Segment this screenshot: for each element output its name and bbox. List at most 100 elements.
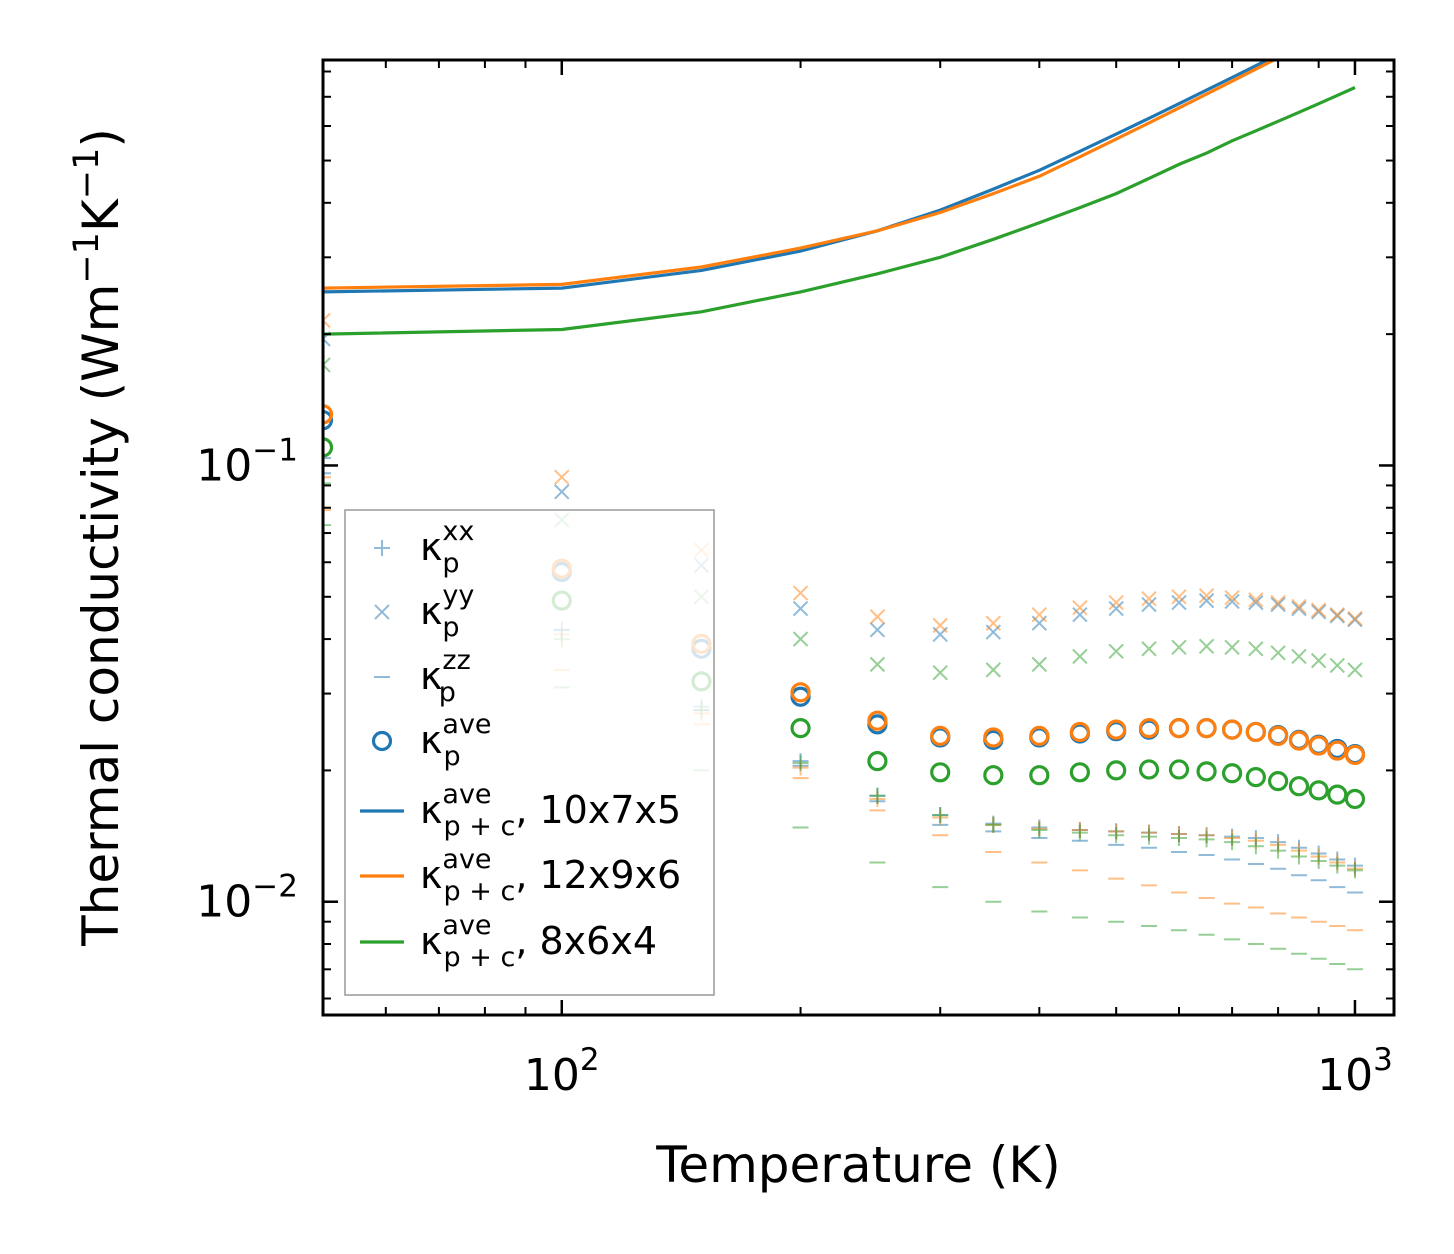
kave-point <box>1196 718 1217 739</box>
kave-point <box>1106 719 1127 740</box>
kyy-point <box>1198 638 1215 655</box>
legend-marker-x <box>374 604 390 620</box>
kave-point <box>1106 760 1127 781</box>
kyy-point <box>1171 639 1187 656</box>
legend-sub: p + c <box>444 942 516 973</box>
kave-point <box>1245 767 1266 788</box>
legend-label: κxx p <box>420 516 474 579</box>
kyy-point <box>869 656 886 673</box>
kyy-point <box>869 622 886 638</box>
kyy-point <box>554 469 570 485</box>
x-axis-title: Temperature (K) <box>655 1136 1060 1194</box>
kxx-point <box>323 465 331 482</box>
x-tick-exp: 2 <box>580 1042 600 1078</box>
legend-entry-3: κave p <box>371 709 492 772</box>
kxx-point <box>1141 828 1158 845</box>
kyy-point <box>932 617 948 634</box>
legend-suffix: , 8x6x4 <box>515 919 657 963</box>
kyy-point <box>1347 662 1363 678</box>
legend-kappa: κ <box>420 589 442 633</box>
legend-sup: zz <box>442 645 470 676</box>
legend-sub: p <box>442 548 459 579</box>
kxx-point <box>985 816 1002 833</box>
kyy-point <box>1291 600 1307 617</box>
legend-marker-plus <box>374 540 390 556</box>
kave-point <box>790 718 811 739</box>
kave-point <box>1288 730 1310 751</box>
kyy-point <box>932 664 948 681</box>
legend-label: κzz p <box>420 645 471 708</box>
kyy-point <box>1224 589 1240 606</box>
y-title-main: Thermal conductivity (Wm <box>72 284 130 947</box>
kave-point <box>1029 725 1050 746</box>
legend-label: κave p + c, 12x9x6 <box>420 844 681 907</box>
kave-point <box>983 727 1004 748</box>
legend-kappa: κ <box>420 525 442 569</box>
plot-area <box>323 60 1366 971</box>
y-tick-base: 10 <box>196 440 252 491</box>
legend-sub: p <box>444 741 461 772</box>
x-tick-base: 10 <box>1317 1050 1373 1101</box>
kyy-point <box>1310 604 1327 620</box>
kyy-point <box>1108 600 1124 617</box>
kyy-point <box>1329 657 1345 674</box>
kave-point <box>867 710 888 731</box>
y-axis-title: Thermal conductivity (Wm−1K−1) <box>67 128 130 947</box>
kave-point <box>1029 765 1050 786</box>
kyy-point <box>1310 602 1327 618</box>
x-tick-base: 10 <box>524 1050 580 1101</box>
plot-frame <box>321 58 1396 1017</box>
legend-suffix: , 10x7x5 <box>515 788 681 832</box>
kyy-point <box>1031 656 1048 673</box>
kxx-point <box>1346 862 1363 879</box>
kyy-point <box>1291 598 1307 615</box>
legend-label: κave p <box>420 709 492 772</box>
kave-point <box>323 437 334 458</box>
legend-box <box>344 509 715 996</box>
kyy-point <box>869 609 886 625</box>
kyy-point <box>1291 648 1307 665</box>
kave-point <box>1221 719 1243 740</box>
legend-sub: p <box>439 677 456 708</box>
kxx-point <box>323 475 331 492</box>
series-12x9x6-ave <box>323 404 1366 766</box>
kxx-point <box>1270 842 1287 859</box>
kyy-point <box>792 631 809 647</box>
kave-point <box>1138 718 1160 739</box>
legend-suffix: , 12x9x6 <box>515 853 681 897</box>
kyy-point <box>1198 592 1215 609</box>
kyy-point <box>1248 592 1264 608</box>
kave-point <box>1168 759 1190 780</box>
kave-point <box>1245 721 1266 743</box>
kyy-point <box>1224 593 1240 610</box>
kyy-point <box>1108 643 1124 660</box>
kyy-point <box>1198 587 1215 604</box>
legend-kappa: κ <box>420 919 442 963</box>
legend-sup: ave <box>442 910 491 941</box>
legend-entry-5: κave p + c, 12x9x6 <box>360 844 681 907</box>
kave-point <box>323 404 334 425</box>
kxx-point <box>1224 834 1241 851</box>
kyy-point <box>985 662 1002 678</box>
legend-sup: xx <box>442 516 474 547</box>
kave-point <box>1168 718 1190 739</box>
kyy-point <box>985 615 1002 631</box>
kpc-line-12x9x6 <box>323 60 1278 290</box>
kxx-point <box>1329 857 1346 874</box>
kave-point <box>867 751 888 772</box>
legend-sup: ave <box>442 709 491 740</box>
kyy-point <box>792 600 809 617</box>
kave-point <box>983 765 1004 786</box>
kxx-point <box>932 807 949 824</box>
kave-point <box>1288 776 1310 797</box>
kyy-point <box>1329 606 1345 623</box>
legend-sub: p + c <box>444 876 516 907</box>
x-tick-exp: 3 <box>1373 1042 1393 1078</box>
kxx-point <box>1170 829 1187 846</box>
kyy-point <box>1310 652 1327 669</box>
legend-entry-4: κave p + c, 10x7x5 <box>360 779 681 842</box>
legend-kappa: κ <box>420 718 442 762</box>
kxx-point <box>1071 824 1088 841</box>
axis-ticks <box>323 60 1394 1015</box>
